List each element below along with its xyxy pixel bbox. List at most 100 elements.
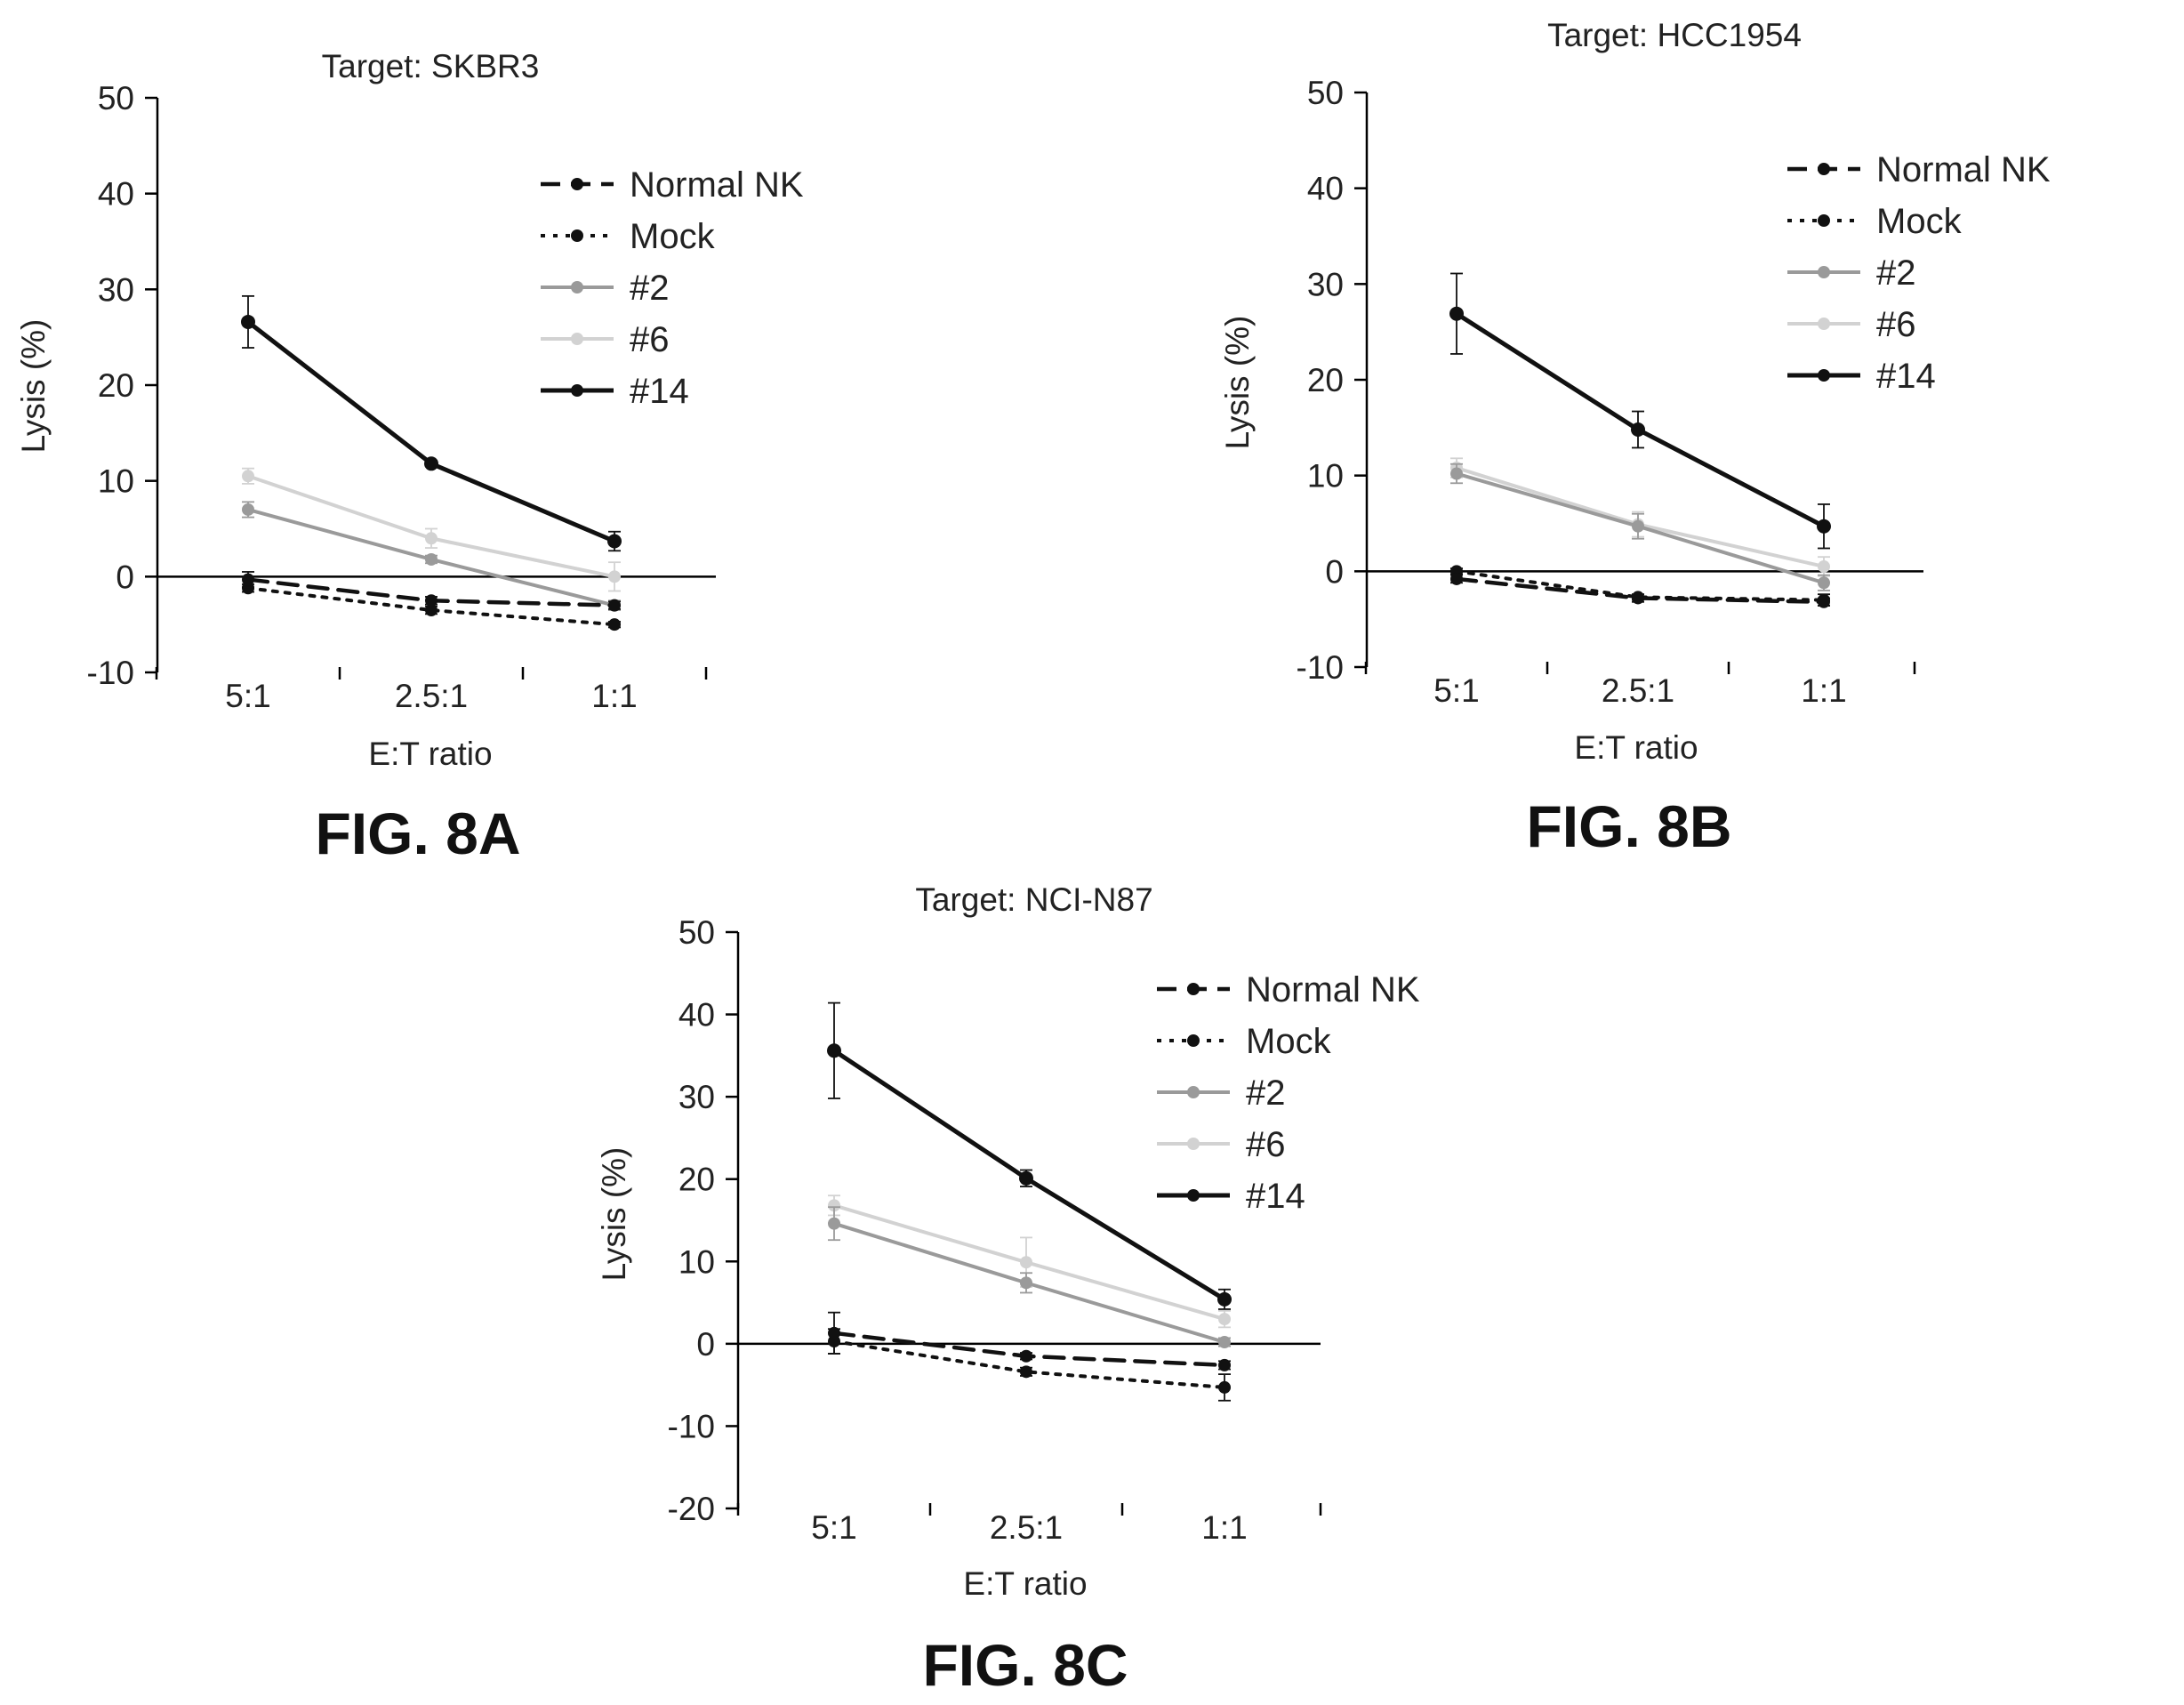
series-line — [245, 319, 617, 543]
legend-marker — [571, 229, 583, 242]
series-n2 — [828, 1206, 1231, 1349]
y-tick-label: 40 — [98, 176, 134, 213]
data-point — [1217, 1291, 1232, 1307]
legend-label: #14 — [630, 372, 689, 411]
data-point — [608, 570, 621, 583]
legend-label: #2 — [1246, 1074, 1286, 1113]
legend-label: Normal NK — [1876, 150, 2051, 189]
y-tick-label: 0 — [1325, 553, 1344, 590]
series-line — [1455, 569, 1826, 602]
y-tick-label: 0 — [696, 1326, 715, 1363]
y-axis-label: Lysis (%) — [1219, 316, 1256, 450]
series-n14 — [827, 1001, 1232, 1310]
data-point — [242, 573, 254, 586]
series-line — [1454, 311, 1827, 529]
legend-label: Normal NK — [1246, 970, 1420, 1009]
legend-label: #6 — [630, 320, 670, 359]
data-point — [1020, 1365, 1032, 1379]
figure-label: FIG. 8B — [1526, 793, 1731, 859]
legend-label: #14 — [1876, 357, 1936, 396]
data-point — [1818, 595, 1830, 608]
data-point — [241, 314, 255, 329]
data-point — [1218, 1313, 1231, 1326]
series-n14 — [241, 294, 622, 552]
data-point — [425, 594, 438, 607]
legend-marker — [571, 333, 583, 345]
series-mock — [242, 582, 621, 631]
series-n6 — [1450, 457, 1830, 577]
panel-8c: Target: NCI-N87 Lysis (%) E:T ratio FIG.… — [596, 881, 1420, 1698]
y-tick-label: 50 — [98, 80, 134, 117]
y-tick-label: 40 — [1307, 171, 1344, 207]
legend-marker — [571, 281, 583, 294]
data-point — [1218, 1336, 1231, 1349]
y-tick-label: 20 — [678, 1162, 715, 1198]
data-point — [1020, 1256, 1032, 1269]
data-point — [1020, 1349, 1032, 1363]
data-point — [1218, 1358, 1231, 1371]
data-point — [828, 1326, 840, 1339]
x-tick-label: 5:1 — [225, 678, 270, 714]
data-point — [827, 1043, 841, 1058]
data-point — [1818, 559, 1830, 573]
legend-marker — [1818, 318, 1830, 330]
data-point — [242, 470, 254, 483]
data-point — [1218, 1380, 1231, 1394]
legend-label: Mock — [1246, 1022, 1332, 1061]
legend-marker — [571, 384, 583, 397]
data-point — [607, 534, 622, 549]
series-normal-nk — [828, 1311, 1231, 1371]
legend-marker — [1818, 214, 1830, 227]
legend-marker — [1818, 266, 1830, 278]
x-tick-label: 1:1 — [591, 678, 637, 714]
series-normal-nk — [1450, 572, 1830, 608]
y-tick-label: 30 — [1307, 266, 1344, 302]
legend-label: Normal NK — [630, 165, 804, 205]
panel-8b: Target: HCC1954 Lysis (%) E:T ratio FIG.… — [1219, 17, 2051, 859]
legend-marker — [1818, 369, 1830, 382]
data-point — [1019, 1170, 1033, 1186]
chart-title: Target: HCC1954 — [1547, 17, 1802, 53]
x-tick-label: 1:1 — [1801, 672, 1846, 709]
data-point — [828, 1217, 840, 1230]
x-tick-label: 2.5:1 — [395, 678, 468, 714]
x-tick-label: 5:1 — [811, 1509, 856, 1546]
data-point — [1631, 422, 1645, 437]
series-n6 — [828, 1194, 1231, 1329]
chart-title: Target: SKBR3 — [322, 48, 540, 84]
x-tick-label: 1:1 — [1201, 1509, 1247, 1546]
y-tick-label: 20 — [98, 367, 134, 404]
series-n2 — [1450, 462, 1830, 591]
series-n14 — [1449, 272, 1831, 550]
y-tick-label: 10 — [98, 463, 134, 500]
chart-title: Target: NCI-N87 — [915, 881, 1152, 918]
y-axis-label: Lysis (%) — [596, 1147, 632, 1282]
data-point — [1020, 1276, 1032, 1290]
legend-marker — [1187, 983, 1200, 995]
data-point — [424, 456, 438, 471]
panel-8a: Target: SKBR3 Lysis (%) E:T ratio FIG. 8… — [15, 48, 804, 866]
y-tick-label: 50 — [678, 914, 715, 951]
data-point — [1632, 591, 1644, 605]
y-tick-label: -10 — [668, 1408, 715, 1444]
series-line — [832, 1339, 1226, 1389]
data-point — [1632, 519, 1644, 533]
y-tick-label: 30 — [678, 1079, 715, 1115]
x-axis-label: E:T ratio — [1574, 729, 1698, 766]
figure-label: FIG. 8C — [922, 1632, 1128, 1698]
series-line — [246, 586, 616, 627]
x-axis-label: E:T ratio — [963, 1565, 1087, 1602]
legend-label: #14 — [1246, 1177, 1305, 1216]
x-tick-label: 5:1 — [1433, 672, 1479, 709]
data-point — [1818, 576, 1830, 590]
data-point — [1817, 519, 1831, 534]
y-tick-label: -10 — [87, 655, 134, 691]
y-tick-label: -20 — [668, 1491, 715, 1527]
y-tick-label: 10 — [678, 1243, 715, 1280]
legend-label: #6 — [1876, 305, 1916, 344]
series-n6 — [242, 467, 621, 592]
series-normal-nk — [242, 571, 621, 612]
data-point — [1450, 467, 1463, 480]
y-tick-label: 50 — [1307, 75, 1344, 111]
legend-marker — [1187, 1086, 1200, 1098]
